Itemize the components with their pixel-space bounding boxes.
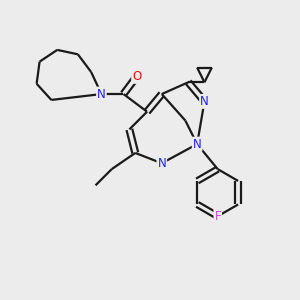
- Text: N: N: [200, 95, 209, 108]
- Text: N: N: [97, 88, 106, 100]
- Text: N: N: [158, 157, 166, 170]
- Text: F: F: [214, 210, 221, 223]
- Text: N: N: [193, 138, 202, 151]
- Text: O: O: [132, 70, 141, 83]
